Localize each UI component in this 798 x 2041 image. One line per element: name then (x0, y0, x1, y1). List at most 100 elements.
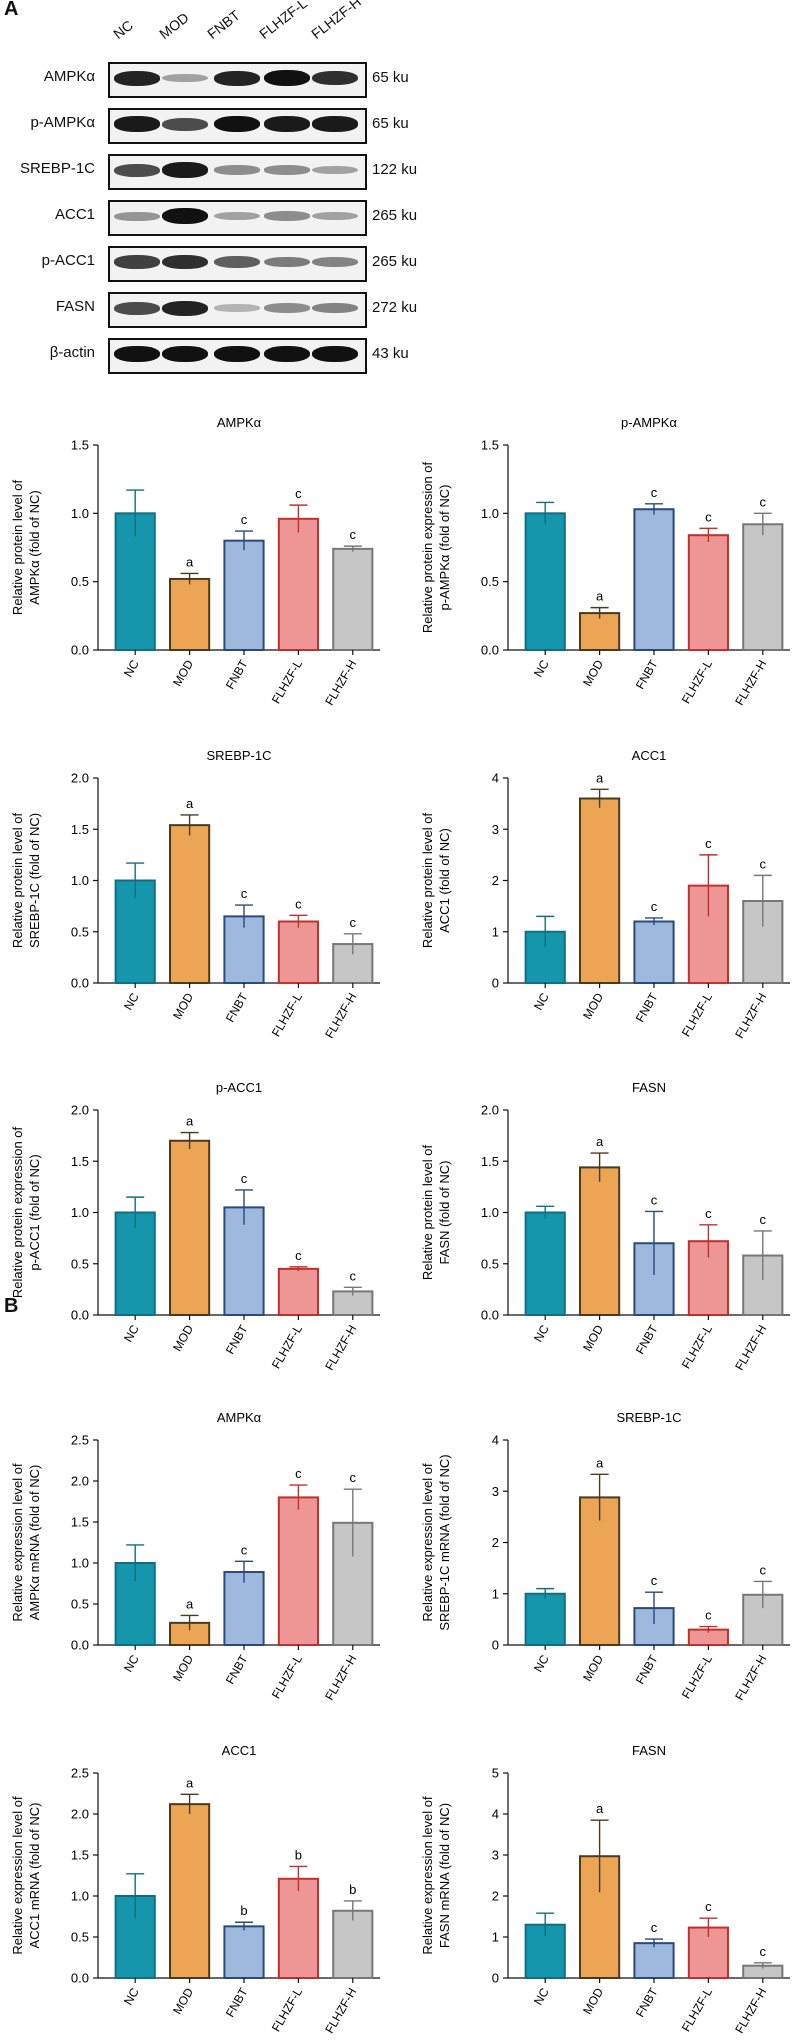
x-tick-label: FLHZF-H (732, 1653, 769, 1703)
blot-band (264, 346, 310, 362)
blot-band (264, 165, 310, 175)
significance-label: c (241, 512, 248, 527)
y-axis-label-group: Relative expression level of AMPKα mRNA (… (10, 1463, 42, 1622)
x-tick-label: FLHZF-L (269, 1985, 305, 2034)
x-tick-label: FLHZF-L (269, 1652, 305, 1701)
y-tick-label: 1.5 (481, 1154, 499, 1169)
y-tick-label: 0.5 (481, 574, 499, 589)
x-tick-label: NC (531, 1652, 552, 1674)
y-axis-label: SREBP-1C mRNA (fold of NC) (437, 1454, 452, 1630)
significance-label: c (295, 1466, 302, 1481)
bar (332, 547, 374, 651)
x-tick-label: MOD (170, 1652, 196, 1684)
x-tick-label: FLHZF-H (322, 1986, 359, 2036)
significance-label: a (186, 796, 194, 811)
significance-label: c (705, 1608, 712, 1623)
y-axis-label-group: Relative expression level of SREBP-1C mRN… (420, 1454, 452, 1630)
significance-label: a (186, 1596, 194, 1611)
bar (524, 1592, 566, 1646)
y-axis-label: FASN (fold of NC) (437, 1160, 452, 1264)
y-tick-label: 2.0 (71, 1474, 89, 1489)
bar (633, 920, 675, 984)
x-tick-label: NC (121, 990, 142, 1012)
x-tick-label: FNBT (223, 1985, 251, 2020)
bar (223, 1571, 265, 1647)
y-axis-label: AMPKα (fold of NC) (27, 490, 42, 604)
y-tick-label: 1 (492, 1930, 499, 1945)
bar (633, 508, 675, 651)
x-tick-label: FNBT (633, 1652, 661, 1687)
blot-band (264, 116, 310, 132)
y-axis-label: Relative expression level of (420, 1463, 435, 1622)
bar-chart-4: ACC1 Relative protein level of ACC1 (fold … (420, 748, 790, 1041)
significance-label: c (350, 1268, 357, 1283)
x-tick-label: FNBT (633, 657, 661, 692)
x-tick-label: FNBT (223, 657, 251, 692)
blot-size: 265 ku (372, 253, 418, 270)
x-tick-label: FLHZF-H (322, 991, 359, 1041)
y-tick-label: 0.5 (71, 1930, 89, 1945)
x-tick-label: FLHZF-L (679, 657, 715, 706)
significance-label: c (241, 886, 248, 901)
blot-size: 43 ku (372, 345, 409, 362)
y-axis-label-group: Relative protein level of AMPKα (fold of … (10, 480, 42, 616)
blot-size: 65 ku (372, 115, 409, 132)
significance-label: c (651, 899, 658, 914)
x-tick-label: MOD (580, 990, 606, 1022)
x-tick-label: NC (121, 657, 142, 679)
bar (579, 1166, 621, 1317)
significance-label: c (705, 836, 712, 851)
x-tick-label: NC (121, 1652, 142, 1674)
lane-label-mod: MOD (156, 9, 192, 43)
significance-label: b (349, 1882, 356, 1897)
blot-band (114, 255, 160, 269)
y-tick-label: 0.0 (71, 976, 89, 991)
y-axis-label: Relative expression level of (420, 1796, 435, 1955)
y-tick-label: 0.5 (71, 924, 89, 939)
blot-band (214, 256, 260, 268)
significance-label: b (240, 1903, 247, 1918)
bar (169, 1803, 211, 1979)
y-tick-label: 0.0 (71, 1308, 89, 1323)
lane-label-fnbt: FNBT (204, 6, 243, 42)
x-tick-label: FLHZF-H (322, 658, 359, 708)
y-tick-label: 1.5 (481, 438, 499, 453)
chart-title: ACC1 (632, 748, 667, 763)
significance-label: a (596, 589, 604, 604)
x-tick-label: MOD (170, 657, 196, 689)
x-tick-label: MOD (580, 1322, 606, 1354)
y-tick-label: 1.0 (481, 506, 499, 521)
chart-title: AMPKα (217, 415, 262, 430)
y-axis-label: AMPKα mRNA (fold of NC) (27, 1465, 42, 1621)
y-axis-label: p-AMPKα (fold of NC) (437, 485, 452, 611)
y-tick-label: 1.0 (71, 1205, 89, 1220)
y-axis-label-group: Relative expression level of FASN mRNA (f… (420, 1796, 452, 1955)
blot-band (162, 73, 208, 83)
x-tick-label: FLHZF-H (732, 1986, 769, 2036)
blot-band (312, 70, 358, 86)
blot-band (264, 303, 310, 313)
blot-strip (108, 292, 367, 328)
significance-label: a (596, 1455, 604, 1470)
y-tick-label: 0.0 (481, 1308, 499, 1323)
y-tick-label: 2.0 (71, 1103, 89, 1118)
chart-title: FASN (632, 1080, 666, 1095)
x-tick-label: FLHZF-H (732, 1323, 769, 1373)
y-tick-label: 0 (492, 976, 499, 991)
bar (223, 539, 265, 652)
blot-size: 272 ku (372, 299, 418, 316)
bar (332, 1909, 374, 1979)
y-axis-label: ACC1 (fold of NC) (437, 828, 452, 933)
significance-label: c (651, 1573, 658, 1588)
x-tick-label: MOD (580, 657, 606, 689)
significance-label: c (350, 1470, 357, 1485)
blot-band (312, 116, 358, 132)
blot-band (264, 70, 310, 86)
bar (277, 1877, 319, 1979)
x-tick-label: FLHZF-H (732, 658, 769, 708)
bar (277, 517, 319, 651)
significance-label: c (760, 494, 767, 509)
significance-label: c (350, 527, 357, 542)
y-tick-label: 2 (492, 873, 499, 888)
blot-label: SREBP-1C (19, 160, 95, 177)
